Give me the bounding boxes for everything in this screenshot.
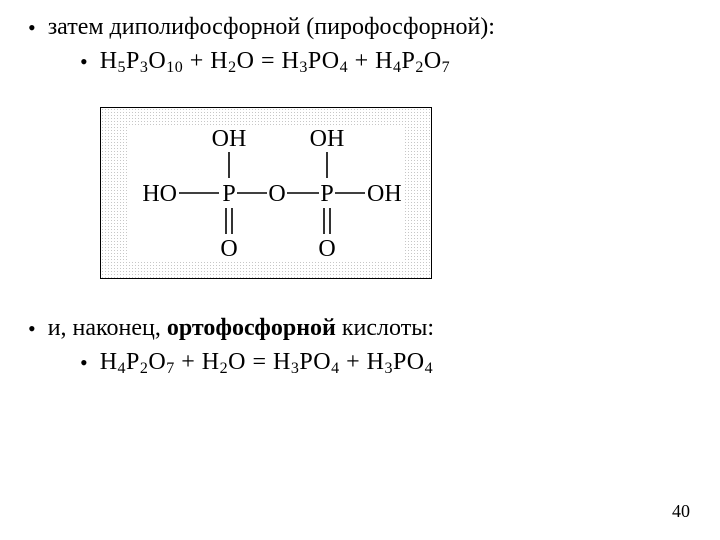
eq1-h2: H xyxy=(210,48,228,74)
eq1-s4: 2 xyxy=(228,59,237,76)
bullet-dipoly-text: затем диполифосфорной (пирофосфорной): xyxy=(48,14,495,41)
eq1-eq: = xyxy=(254,48,281,74)
eq1-p1s: 3 xyxy=(299,59,308,76)
eq1-h: H xyxy=(100,48,118,74)
page-number: 40 xyxy=(672,501,690,522)
label-oh: OH xyxy=(310,126,345,152)
bullet-dot-icon: • xyxy=(28,315,36,343)
eq1-s3: 10 xyxy=(166,59,183,76)
label-o: O xyxy=(318,236,335,260)
label-p: P xyxy=(320,181,333,207)
eq2-p2s2: 4 xyxy=(425,360,434,377)
equation-2: H4P2O7 + H2O = H3PO4 + H3PO4 xyxy=(100,349,433,378)
eq2-plus2: + xyxy=(340,349,367,375)
eq2-eq: = xyxy=(246,349,273,375)
label-oh: OH xyxy=(212,126,247,152)
eq1-p2s2: 2 xyxy=(415,59,424,76)
eq2-h2: H xyxy=(202,349,220,375)
eq2-p1po: PO xyxy=(299,349,331,375)
eq2-o2: O xyxy=(228,349,246,375)
eq2-p1h: H xyxy=(273,349,291,375)
bullet-ortho-text: и, наконец, ортофосфорной кислоты: xyxy=(48,315,434,342)
eq1-o2: O xyxy=(237,48,255,74)
eq1-p1h: H xyxy=(282,48,300,74)
eq2-s1: 4 xyxy=(118,360,127,377)
eq2-p1s2: 4 xyxy=(331,360,340,377)
eq2-plus1: + xyxy=(175,349,202,375)
eq2-s4: 2 xyxy=(220,360,229,377)
bullet-ortho: • и, наконец, ортофосфорной кислоты: xyxy=(28,315,700,343)
eq2-s3: 7 xyxy=(166,360,175,377)
label-oh: OH xyxy=(367,181,402,207)
eq1-plus2: + xyxy=(348,48,375,74)
eq2-p2po: PO xyxy=(393,349,425,375)
eq1-p1po: PO xyxy=(308,48,340,74)
ortho-bold: ортофосфорной xyxy=(167,315,336,341)
eq1-plus1: + xyxy=(183,48,210,74)
label-p: P xyxy=(222,181,235,207)
bullet-dipoly: • затем диполифосфорной (пирофосфорной): xyxy=(28,14,700,42)
slide-content: • затем диполифосфорной (пирофосфорной):… xyxy=(0,0,720,388)
eq2-p2h: H xyxy=(367,349,385,375)
eq1-p1s2: 4 xyxy=(340,59,349,76)
eq1-p: P xyxy=(126,48,140,74)
eq1-p2h: H xyxy=(375,48,393,74)
equation-1: H5P3O10 + H2O = H3PO4 + H4P2O7 xyxy=(100,48,450,77)
bullet-dot-icon: • xyxy=(80,349,88,377)
label-o: O xyxy=(268,181,285,207)
ortho-suffix: кислоты: xyxy=(336,315,434,341)
eq1-s1: 5 xyxy=(118,59,127,76)
eq2-p: P xyxy=(126,349,140,375)
structure-diagram: OH OH HO P O P OH O O xyxy=(100,107,432,279)
structure-diagram-inner: OH OH HO P O P OH O O xyxy=(129,126,403,260)
label-o: O xyxy=(220,236,237,260)
bullet-dot-icon: • xyxy=(80,48,88,76)
eq1-o: O xyxy=(148,48,166,74)
eq2-h: H xyxy=(100,349,118,375)
eq2-o: O xyxy=(148,349,166,375)
ortho-prefix: и, наконец, xyxy=(48,315,167,341)
label-ho: HO xyxy=(142,181,177,207)
eq1-p2p: P xyxy=(401,48,415,74)
equation-2-row: • H4P2O7 + H2O = H3PO4 + H3PO4 xyxy=(80,349,700,378)
eq2-p2s1: 3 xyxy=(384,360,393,377)
equation-1-row: • H5P3O10 + H2O = H3PO4 + H4P2O7 xyxy=(80,48,700,77)
eq1-p2o: O xyxy=(424,48,442,74)
eq1-p2s3: 7 xyxy=(442,59,451,76)
pyrophosphoric-structure-icon: OH OH HO P O P OH O O xyxy=(129,126,403,260)
bullet-dot-icon: • xyxy=(28,14,36,42)
